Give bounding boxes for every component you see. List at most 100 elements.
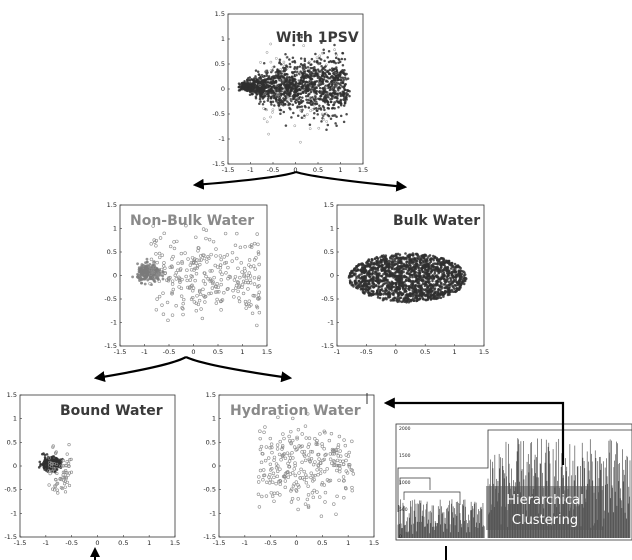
y-tick-label: 0.5 xyxy=(7,438,17,446)
x-ticks: -1 -0.5 0 0.5 1 1.5 xyxy=(334,344,489,356)
dendrogram-y-tick: 0 xyxy=(399,534,402,540)
y-tick-label: 0 xyxy=(330,272,334,280)
y-tick-label: -1 xyxy=(219,135,225,143)
x-tick-label: 0.5 xyxy=(317,539,327,547)
y-tick-label: 0 xyxy=(13,462,17,470)
dendrogram-title-line1: Hierarchical xyxy=(506,493,583,508)
y-tick-label: -1 xyxy=(11,509,17,517)
y-tick-label: -0.5 xyxy=(212,110,225,118)
arrow-dendrogram-to-hydration xyxy=(383,397,565,465)
x-tick-label: 0.5 xyxy=(118,539,128,547)
panel-title: Bound Water xyxy=(60,403,163,419)
x-ticks: -1.5 -1 -0.5 0 0.5 1 1.5 xyxy=(14,535,180,547)
y-tick-label: 1 xyxy=(212,415,216,423)
panel-bound-water: Bound Water -1.5 -1 -0.5 0 0.5 1 1.5 1.5 1 0.5 0 -… xyxy=(4,391,180,547)
x-tick-label: -1 xyxy=(247,166,253,174)
dendrogram-label-bg xyxy=(486,486,604,530)
y-tick-label: 1 xyxy=(221,35,225,43)
points-layer xyxy=(37,443,74,495)
x-tick-label: 0.5 xyxy=(420,348,430,356)
dendrogram-y-tick: 1000 xyxy=(399,480,411,486)
y-tick-label: 1 xyxy=(113,225,117,233)
x-tick-label: 1 xyxy=(453,348,457,356)
dendrogram-title-line2: Clustering xyxy=(512,513,578,528)
points-layer xyxy=(131,223,262,328)
x-tick-label: -1 xyxy=(43,539,49,547)
dendrogram-inset: 2000 1500 1000 500 0 Hierarchical Clustering xyxy=(395,423,632,541)
x-tick-label: 1 xyxy=(240,348,244,356)
arrow-to-bound xyxy=(93,356,187,383)
y-tick-label: 1 xyxy=(330,225,334,233)
x-tick-label: 1.5 xyxy=(170,539,180,547)
x-tick-label: 1.5 xyxy=(358,166,368,174)
panel-title: Bulk Water xyxy=(393,213,480,229)
y-tick-label: -1.5 xyxy=(104,342,117,350)
panel-title: Hydration Water xyxy=(230,403,361,419)
dendrogram-y-tick: 500 xyxy=(399,507,408,513)
x-ticks: -1.5 -1 -0.5 0 0.5 1 1.5 xyxy=(114,344,272,356)
dendrogram-y-ticks: 2000 1500 1000 500 0 xyxy=(399,426,411,540)
x-tick-label: 1.5 xyxy=(262,348,272,356)
panel-hydration-water: Hydration Water -1.5 -1 -0.5 0 0.5 1 1.5 1.5 1 0… xyxy=(203,391,379,547)
x-tick-label: -1.5 xyxy=(14,539,27,547)
y-tick-label: -0.5 xyxy=(104,295,117,303)
y-ticks: 1.5 1 0.5 0 -0.5 -1 -1.5 xyxy=(104,201,122,350)
arrow-to-hydration xyxy=(185,356,293,383)
x-tick-label: 0.5 xyxy=(213,348,223,356)
y-tick-label: -1.5 xyxy=(321,342,334,350)
y-tick-label: -0.5 xyxy=(203,486,216,494)
x-tick-label: -1.5 xyxy=(222,166,235,174)
y-ticks: 1.5 1 0.5 0 -0.5 -1 -1.5 xyxy=(4,391,22,541)
flow-arrows xyxy=(90,170,565,560)
y-tick-label: 0.5 xyxy=(324,248,334,256)
x-tick-label: 0 xyxy=(294,539,298,547)
x-tick-label: -0.5 xyxy=(163,348,176,356)
x-tick-label: 0 xyxy=(191,348,195,356)
panel-title: With 1PSV xyxy=(276,30,359,46)
x-tick-label: -1 xyxy=(334,348,340,356)
y-tick-label: 1.5 xyxy=(107,201,117,209)
panel-title: Non-Bulk Water xyxy=(130,213,254,229)
y-tick-label: 1 xyxy=(13,415,17,423)
x-tick-label: -1.5 xyxy=(114,348,127,356)
x-tick-label: -1 xyxy=(141,348,147,356)
x-tick-label: -0.5 xyxy=(267,166,280,174)
y-tick-label: -0.5 xyxy=(321,295,334,303)
y-tick-label: 1.5 xyxy=(324,201,334,209)
x-tick-label: 1.5 xyxy=(369,539,379,547)
x-tick-label: 1.5 xyxy=(479,348,489,356)
y-ticks: 1.5 1 0.5 0 -0.5 -1 -1.5 xyxy=(203,391,221,541)
panel-non-bulk-water: Non-Bulk Water -1.5 -1 -0.5 0 0.5 1 1.5 1.5 1 0.… xyxy=(104,201,272,356)
arrow-to-non-bulk xyxy=(192,170,297,190)
y-tick-label: 1.5 xyxy=(215,10,225,18)
y-tick-label: -0.5 xyxy=(4,486,17,494)
x-tick-label: 1 xyxy=(147,539,151,547)
x-tick-label: -1.5 xyxy=(213,539,226,547)
dendrogram-y-tick: 2000 xyxy=(399,426,411,432)
y-tick-label: -1.5 xyxy=(212,160,225,168)
x-tick-label: 0 xyxy=(95,539,99,547)
y-tick-label: -1.5 xyxy=(203,533,216,541)
x-tick-label: 0 xyxy=(394,348,398,356)
panel-with-1psv: With 1PSV -1.5 -1 -0.5 0 0.5 1 1.5 1.5 1 0.5 0 -0.… xyxy=(212,10,368,174)
y-tick-label: 1.5 xyxy=(7,391,17,399)
points-layer xyxy=(256,410,356,518)
y-tick-label: 0.5 xyxy=(215,60,225,68)
y-tick-label: 0.5 xyxy=(107,248,117,256)
points-layer xyxy=(347,252,468,304)
y-tick-label: 0.5 xyxy=(206,438,216,446)
x-tick-label: -0.5 xyxy=(264,539,277,547)
x-tick-label: 0 xyxy=(293,166,297,174)
x-tick-label: 1 xyxy=(346,539,350,547)
y-tick-label: -1 xyxy=(210,509,216,517)
x-tick-label: -0.5 xyxy=(360,348,373,356)
y-ticks: 1.5 1 0.5 0 -0.5 -1 -1.5 xyxy=(321,201,339,350)
x-ticks: -1.5 -1 -0.5 0 0.5 1 1.5 xyxy=(222,162,368,174)
dendrogram-y-tick: 1500 xyxy=(399,453,411,459)
x-tick-label: 1 xyxy=(338,166,342,174)
y-tick-label: -1 xyxy=(111,319,117,327)
arrow-to-bulk xyxy=(295,170,408,192)
y-ticks: 1.5 1 0.5 0 -0.5 -1 -1.5 xyxy=(212,10,230,168)
x-ticks: -1.5 -1 -0.5 0 0.5 1 1.5 xyxy=(213,535,379,547)
